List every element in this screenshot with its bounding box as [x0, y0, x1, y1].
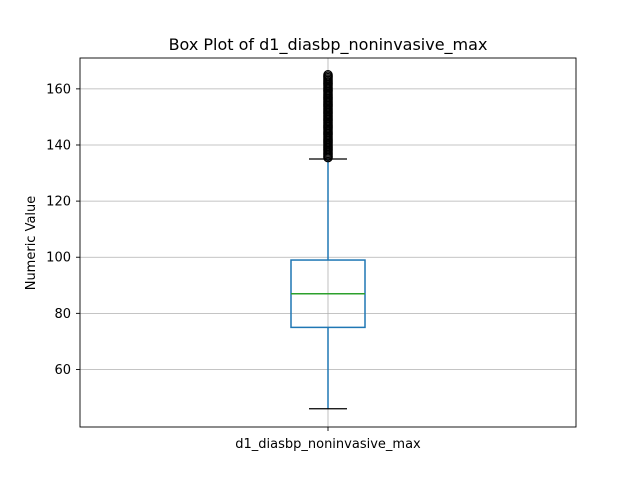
- outlier-point: [323, 70, 333, 80]
- y-tick-label: 100: [46, 251, 71, 266]
- y-tick-label: 120: [46, 195, 71, 210]
- x-tick-label: d1_diasbp_noninvasive_max: [235, 437, 421, 452]
- y-tick-label: 140: [46, 138, 71, 153]
- chart-title: Box Plot of d1_diasbp_noninvasive_max: [169, 35, 488, 55]
- y-axis-label: Numeric Value: [24, 196, 39, 291]
- y-tick-label: 60: [54, 363, 71, 378]
- box-layer: [290, 70, 366, 410]
- y-tick-label: 80: [54, 307, 71, 322]
- ticks-layer: 60 80 100 120 140 160 d1_diasbp_noninvasive_ma…: [46, 82, 421, 452]
- y-tick-label: 160: [46, 82, 71, 97]
